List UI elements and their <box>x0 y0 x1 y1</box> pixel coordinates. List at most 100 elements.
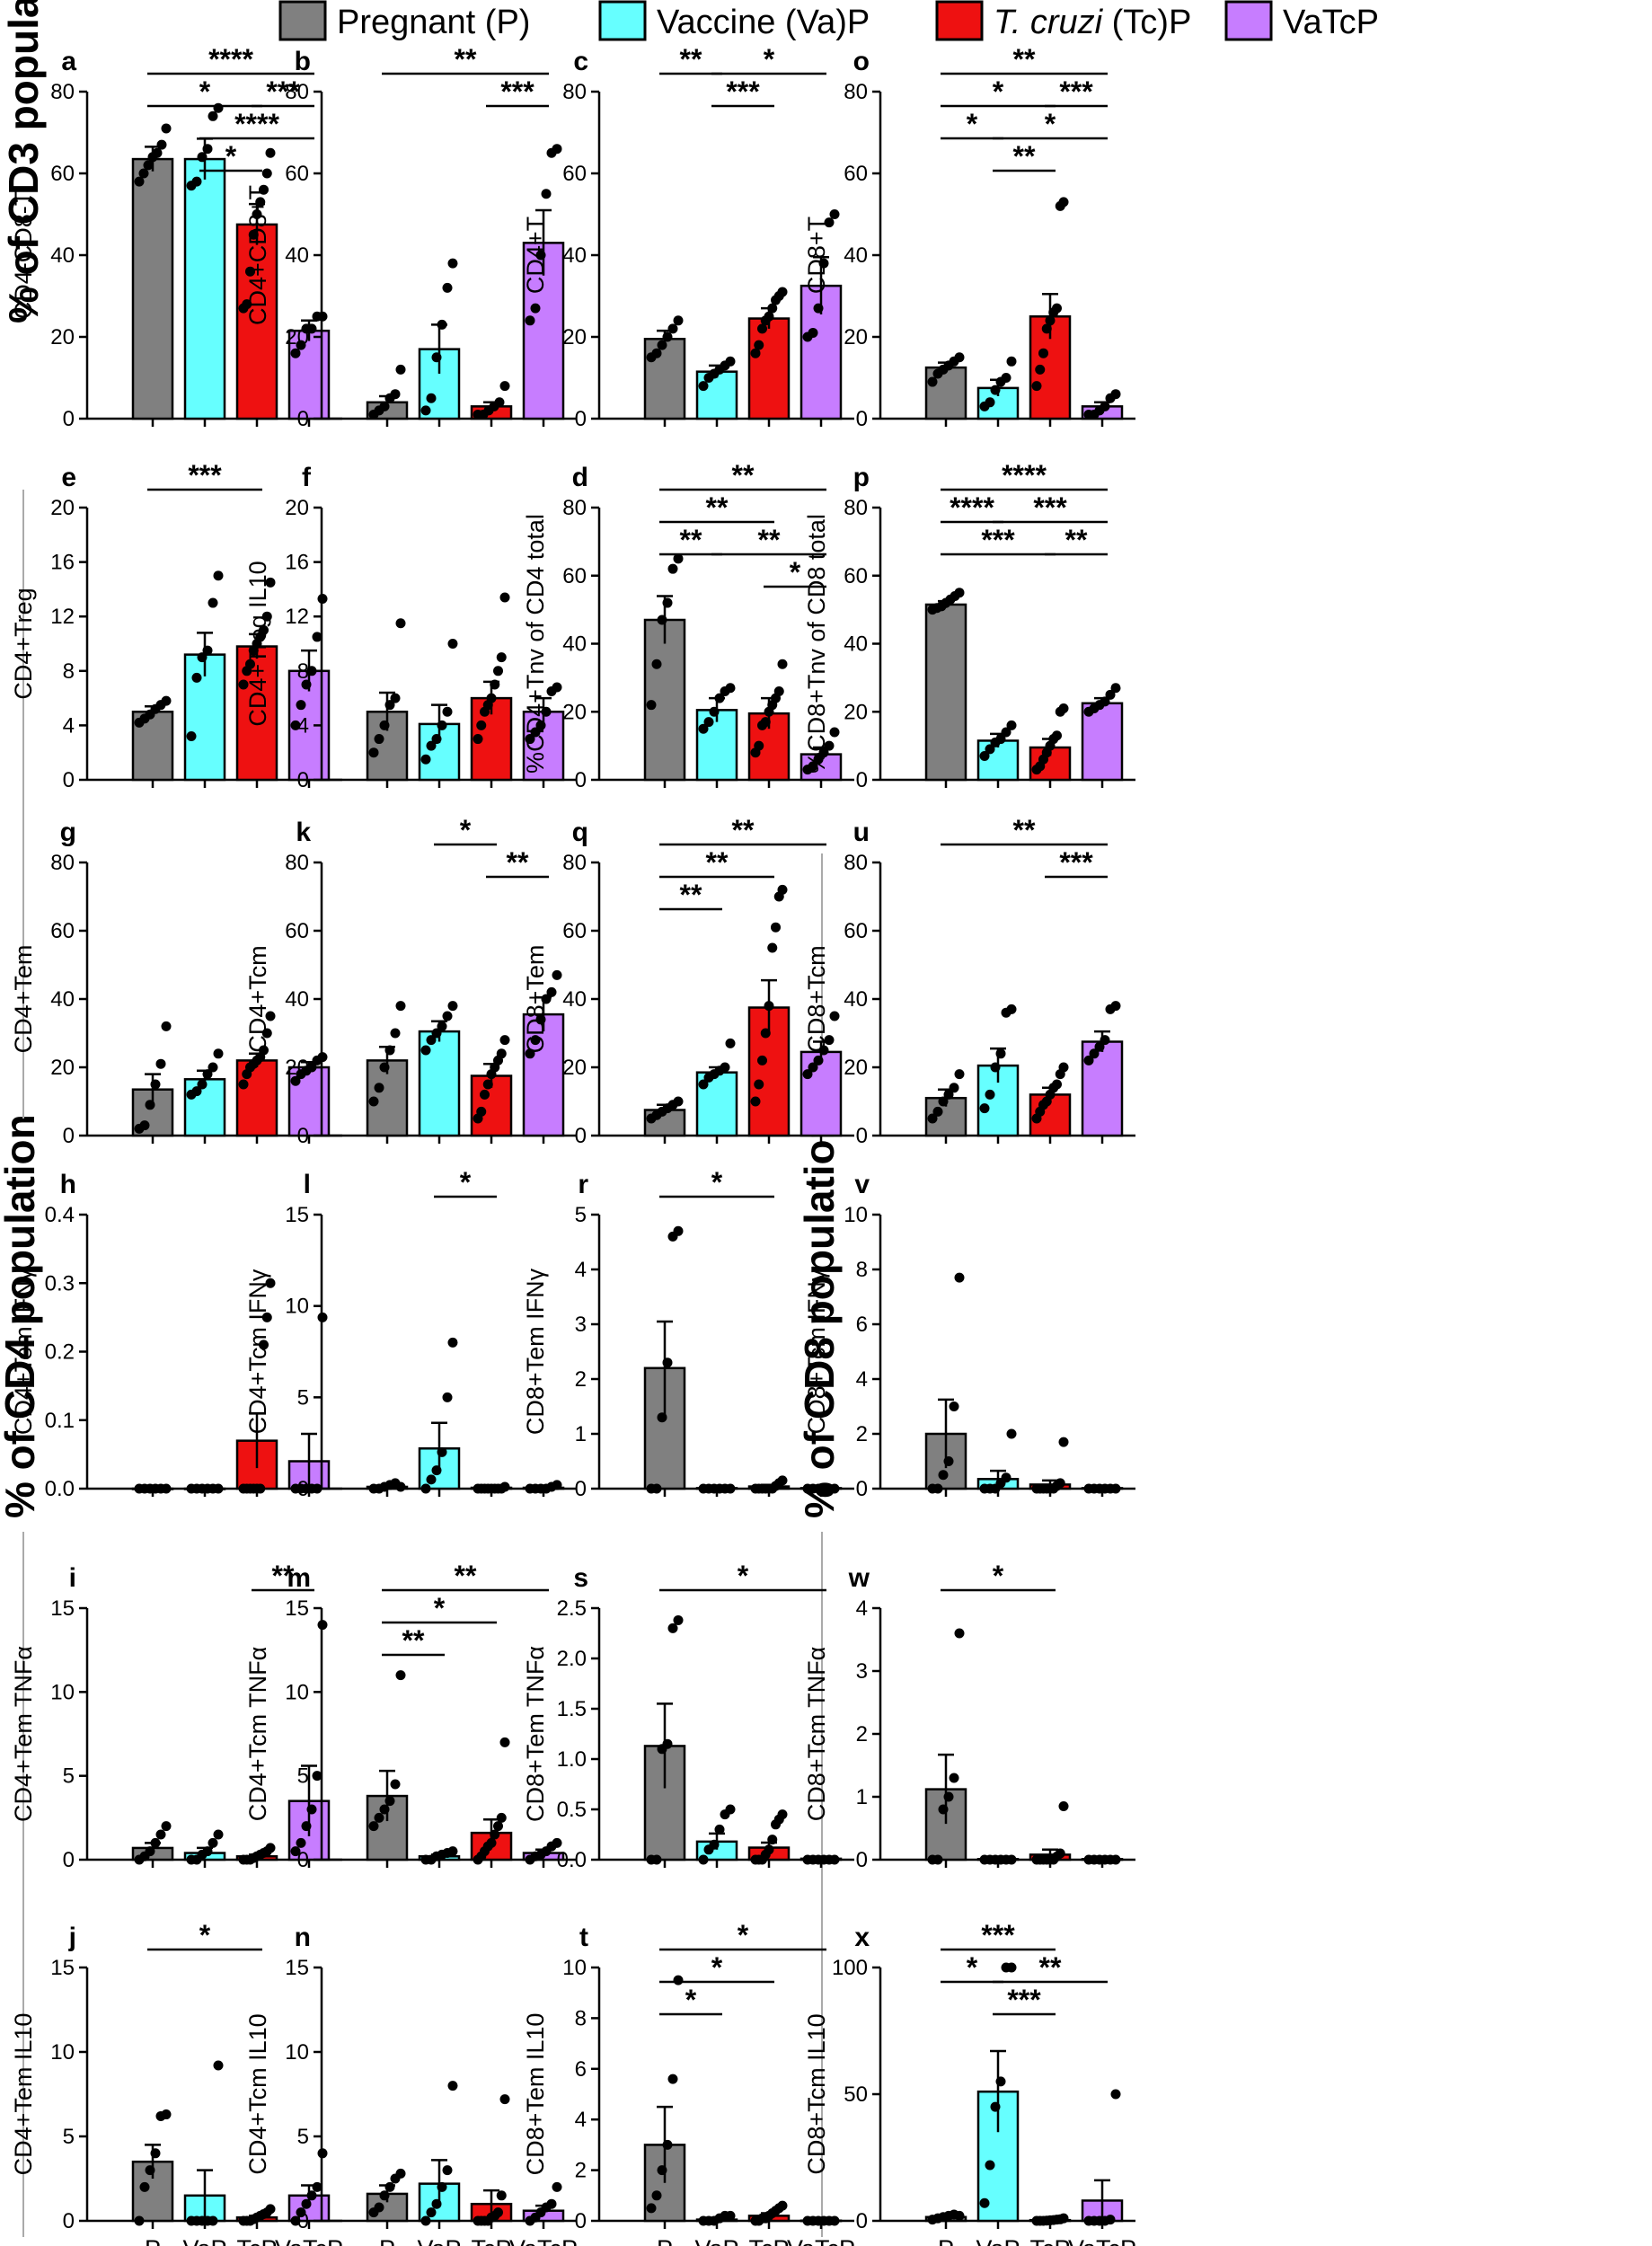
point-c-P-1 <box>651 348 662 358</box>
point-h-TcP-7 <box>261 1312 272 1322</box>
point-b-TcP-5 <box>499 381 510 392</box>
sig-label-s-0: * <box>738 1560 749 1592</box>
bar-c-P <box>643 338 686 420</box>
point-q-TcP-2 <box>757 1055 767 1066</box>
y-tick-label-u-1: 20 <box>844 1056 868 1080</box>
y-tick-label-d-0: 0 <box>575 768 587 792</box>
point-o-VaP-1 <box>985 397 995 408</box>
y-label-m: CD4+Tcm TNFα <box>244 1647 271 1821</box>
y-tick-label-s-0: 0.0 <box>557 1848 587 1872</box>
point-m-P-5 <box>395 1670 406 1681</box>
y-tick-label-v-2: 4 <box>856 1367 868 1392</box>
point-k-TcP-7 <box>496 1048 507 1059</box>
y-tick-label-s-5: 2.5 <box>557 1596 587 1621</box>
panel-letter-r: r <box>578 1170 588 1199</box>
y-tick-label-f-1: 4 <box>297 713 309 738</box>
point-b-VaP-3 <box>437 319 447 330</box>
legend-swatch-vaccine <box>598 0 647 41</box>
point-o-VaP-4 <box>1001 373 1012 383</box>
panel-letter-n: n <box>295 1923 311 1952</box>
point-a-TcP-3 <box>248 229 259 240</box>
point-g-P-1 <box>139 1120 150 1131</box>
y-tick-label-e-0: 0 <box>63 768 75 792</box>
point-b-VaP-5 <box>447 258 458 269</box>
point-v-P-2 <box>938 1470 949 1481</box>
point-p-VaP-4 <box>1001 727 1012 738</box>
point-a-P-1 <box>138 168 149 179</box>
panel-letter-q: q <box>572 818 588 847</box>
point-b-VaP-1 <box>426 393 437 403</box>
point-g-P-3 <box>150 1079 161 1090</box>
point-q-TcP-1 <box>754 1079 764 1090</box>
point-w-P-3 <box>943 1791 954 1802</box>
point-c-TcP-5 <box>767 303 778 314</box>
point-e-VaP-0 <box>186 731 197 742</box>
point-d-P-0 <box>646 700 657 711</box>
point-f-VaP-5 <box>447 639 458 649</box>
y-tick-label-j-3: 15 <box>50 1956 75 1980</box>
y-tick-label-n-2: 10 <box>285 2040 309 2065</box>
y-tick-label-n-0: 0 <box>297 2209 309 2233</box>
panel-letter-u: u <box>853 818 870 847</box>
point-a-TcP-5 <box>255 197 266 208</box>
point-k-VaTcP-2 <box>535 1014 546 1025</box>
y-tick-label-s-2: 1.0 <box>557 1747 587 1772</box>
sig-label-o-5: ** <box>1013 140 1036 172</box>
panel-s: s 0.0 0.5 1.0 1.5 2.0 2.5 CD8+Tem TNFα * <box>522 1560 854 1872</box>
point-i-P-2 <box>145 1846 155 1857</box>
y-tick-label-c-0: 0 <box>575 407 587 431</box>
point-m-TcP-6 <box>493 1821 503 1832</box>
y-tick-label-f-2: 8 <box>297 659 309 684</box>
point-v-VaP-5 <box>1006 1428 1017 1439</box>
point-b-VaTcP-3 <box>541 189 552 199</box>
point-n-P-2 <box>379 2190 390 2201</box>
panel-letter-w: w <box>848 1563 870 1593</box>
point-k-TcP-8 <box>499 1035 510 1046</box>
point-b-VaTcP-1 <box>530 303 541 314</box>
sig-label-a-2: *** <box>266 75 300 108</box>
y-tick-label-g-3: 60 <box>50 919 75 943</box>
y-tick-label-p-2: 40 <box>844 632 868 657</box>
point-g-VaP-3 <box>202 1069 213 1080</box>
legend-swatch-pregnant <box>278 0 327 41</box>
point-l-P-5 <box>395 1481 406 1492</box>
point-x-VaP-3 <box>995 2076 1006 2087</box>
point-a-VaP-1 <box>191 176 202 187</box>
point-r-VaTcP-5 <box>829 1483 840 1494</box>
point-r-P-1 <box>651 1483 662 1494</box>
sig-label-d-2: ** <box>680 524 702 556</box>
y-tick-label-h-2: 0.2 <box>45 1340 75 1365</box>
y-tick-label-p-3: 60 <box>844 564 868 588</box>
point-k-VaTcP-4 <box>546 986 557 997</box>
y-tick-label-k-1: 20 <box>285 1056 309 1080</box>
sig-label-x-1: * <box>967 1951 978 1984</box>
panel-w: w 0 1 2 3 4 CD8+Tcm TNFα * <box>803 1560 1135 1872</box>
x-category-label-x-VaP: VaP <box>976 2235 1020 2246</box>
sig-label-o-0: ** <box>1013 43 1036 75</box>
y-tick-label-a-3: 60 <box>50 162 75 186</box>
y-tick-label-v-5: 10 <box>844 1203 868 1227</box>
point-e-TcP-6 <box>259 624 269 635</box>
point-n-P-3 <box>384 2181 395 2192</box>
point-s-P-5 <box>673 1614 684 1625</box>
point-t-VaTcP-5 <box>829 2215 840 2226</box>
panel-letter-d: d <box>572 463 588 492</box>
point-u-P-1 <box>932 1106 943 1117</box>
point-m-VaTcP-5 <box>552 1837 562 1848</box>
point-c-VaP-5 <box>725 356 736 367</box>
point-b-TcP-4 <box>494 397 505 408</box>
point-s-VaTcP-5 <box>829 1854 840 1865</box>
point-o-TcP-2 <box>1038 348 1048 358</box>
x-category-label-j-VaP: VaP <box>182 2235 226 2246</box>
sig-label-b-0: ** <box>455 43 477 75</box>
point-g-VaP-4 <box>208 1062 218 1073</box>
point-n-VaTcP-5 <box>552 2181 562 2192</box>
point-q-P-5 <box>673 1096 684 1107</box>
sig-label-m-2: ** <box>402 1624 425 1657</box>
y-tick-label-r-2: 2 <box>575 1367 587 1392</box>
sig-label-r-0: * <box>711 1166 723 1198</box>
